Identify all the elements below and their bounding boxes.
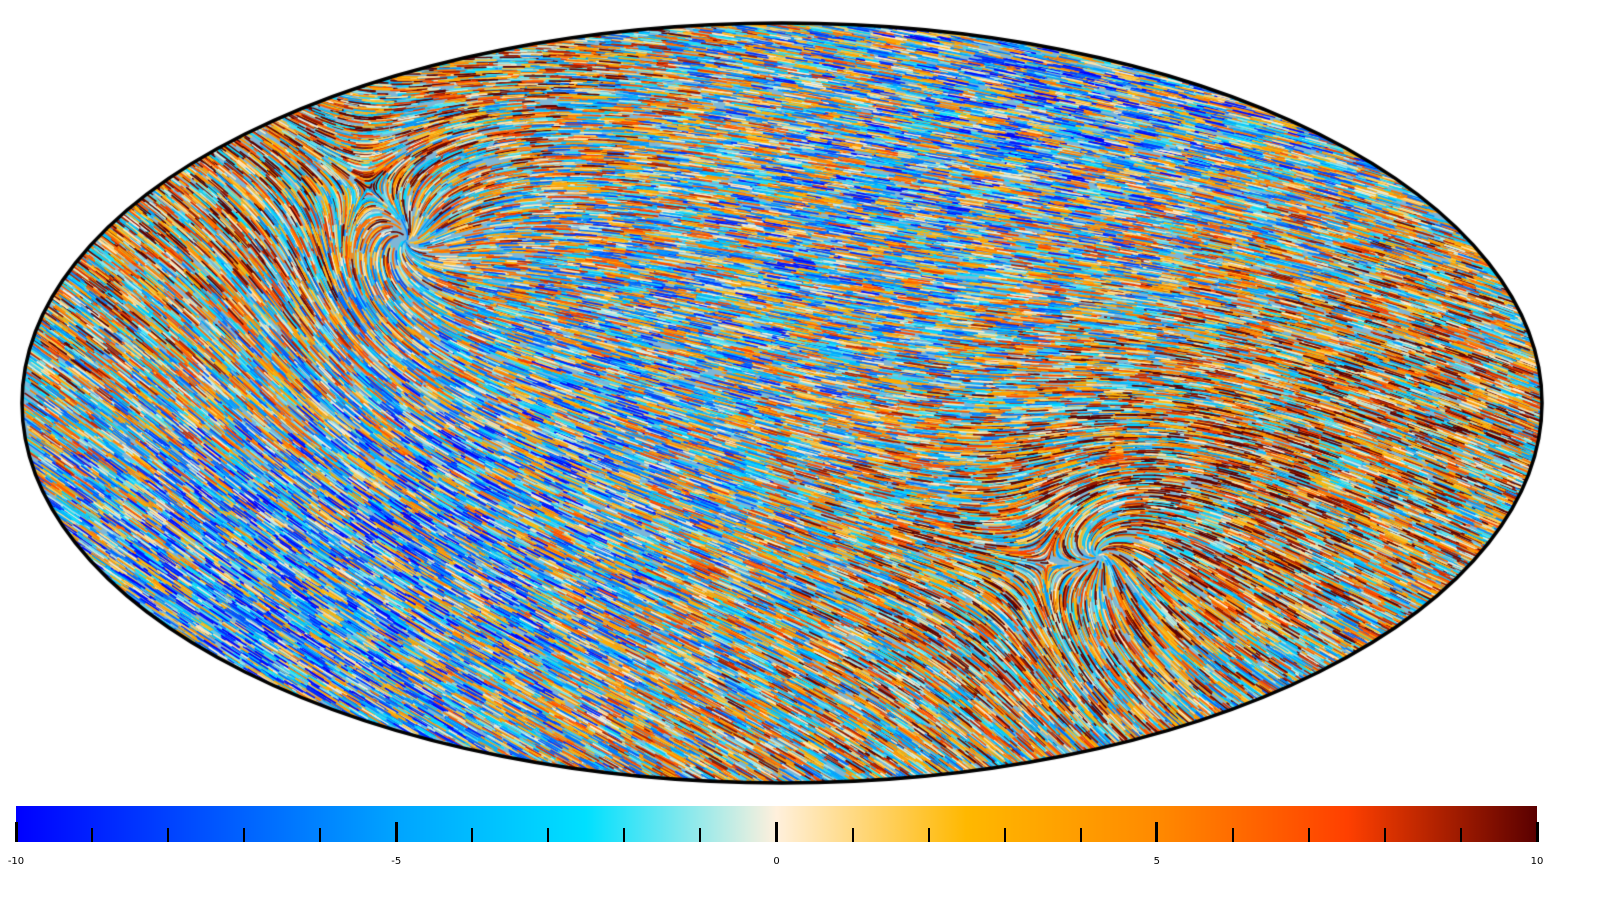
colorbar-minor-tick <box>1231 828 1234 842</box>
colorbar-tick-label: 5 <box>1153 856 1160 867</box>
colorbar-minor-tick <box>1383 828 1386 842</box>
colorbar-tick-label: -5 <box>391 856 402 867</box>
colorbar-minor-tick <box>851 828 854 842</box>
colorbar-major-tick <box>1535 822 1539 842</box>
colorbar-tick-label: 10 <box>1530 856 1544 867</box>
colorbar-minor-tick <box>1079 828 1082 842</box>
colorbar <box>14 806 1539 842</box>
colorbar-tick-label: 0 <box>773 856 780 867</box>
colorbar-tick-label: -10 <box>7 856 25 867</box>
colorbar-major-tick <box>14 822 18 842</box>
colorbar-minor-tick <box>319 828 322 842</box>
colorbar-major-tick <box>1155 822 1159 842</box>
colorbar-minor-tick <box>699 828 702 842</box>
colorbar-minor-tick <box>927 828 930 842</box>
colorbar-minor-tick <box>1459 828 1462 842</box>
colorbar-major-tick <box>394 822 398 842</box>
colorbar-minor-tick <box>243 828 246 842</box>
mollweide-sky-map <box>0 0 1600 800</box>
colorbar-minor-tick <box>167 828 170 842</box>
colorbar-minor-tick <box>1003 828 1006 842</box>
colorbar-major-tick <box>775 822 778 842</box>
colorbar-minor-tick <box>91 828 94 842</box>
colorbar-minor-tick <box>1307 828 1310 842</box>
colorbar-minor-tick <box>547 828 550 842</box>
colorbar-minor-tick <box>623 828 626 842</box>
colorbar-minor-tick <box>471 828 474 842</box>
